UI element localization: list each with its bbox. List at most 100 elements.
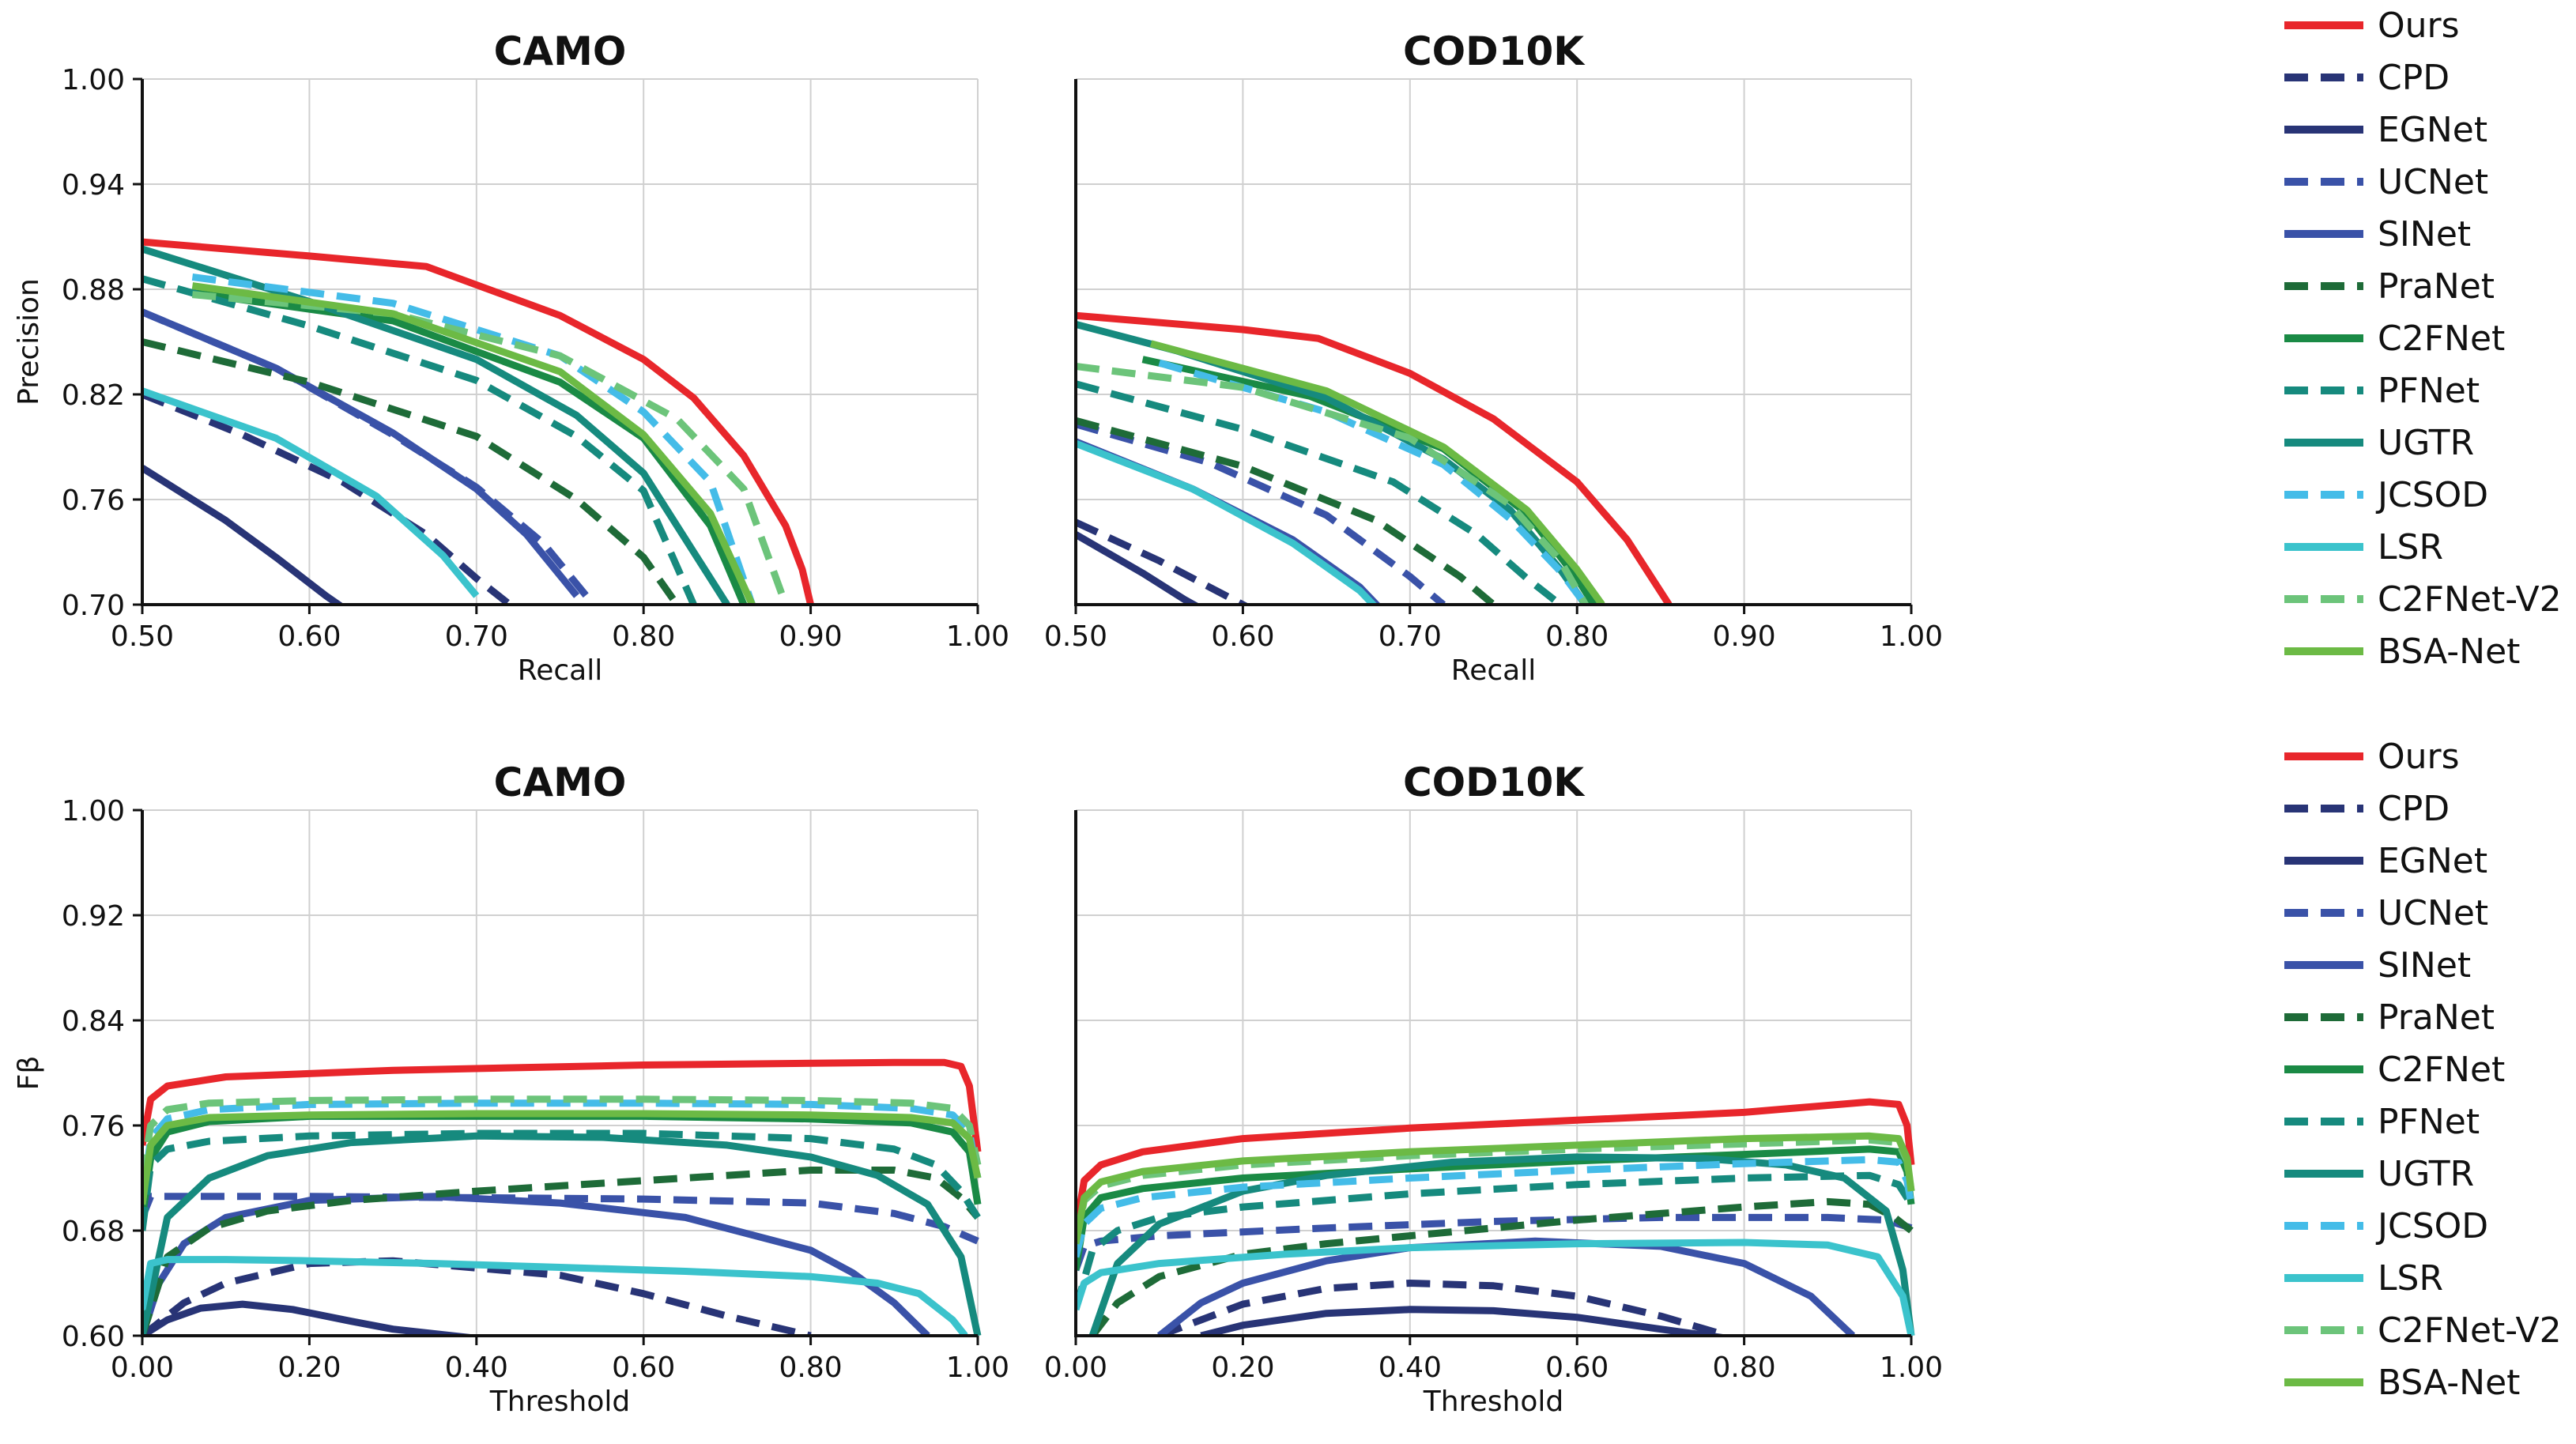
x-tick-label: 0.40 bbox=[1379, 1352, 1442, 1384]
legend-item-egnet: EGNet bbox=[2284, 841, 2487, 881]
legend-item-ugtr: UGTR bbox=[2284, 1154, 2474, 1194]
legend-label: UCNet bbox=[2378, 893, 2488, 933]
legend-label: C2FNet bbox=[2378, 319, 2505, 359]
x-tick-label: 0.80 bbox=[1713, 1352, 1776, 1384]
series-line-ours bbox=[1076, 311, 1673, 605]
series-line-ugtr bbox=[142, 245, 730, 605]
series-line-ucnet bbox=[1076, 420, 1446, 605]
x-tick-label: 0.40 bbox=[445, 1352, 508, 1384]
series-line-jcsod bbox=[142, 1099, 982, 1205]
series-line-c2fnet bbox=[1141, 356, 1597, 605]
legend-item-ucnet: UCNet bbox=[2284, 893, 2488, 933]
legend-item-cpd: CPD bbox=[2284, 789, 2450, 829]
series-line-ucnet bbox=[142, 308, 597, 605]
x-tick-label: 0.70 bbox=[445, 620, 508, 653]
x-tick-label: 0.20 bbox=[1211, 1352, 1274, 1384]
chart-panel-4: 0.00 0.20 0.40 0.60 0.80 1.00 COD10K Threshold bbox=[1044, 760, 1943, 1418]
legend-item-bsa-net: BSA-Net bbox=[2284, 632, 2520, 672]
legend-label: CPD bbox=[2378, 58, 2450, 98]
series-line-pfnet bbox=[142, 275, 697, 605]
y-tick-label: 0.60 bbox=[62, 1321, 125, 1353]
legend-item-c2fnet-v2: C2FNet-V2 bbox=[2284, 579, 2562, 620]
legend-label: LSR bbox=[2378, 527, 2443, 567]
series-line-lsr bbox=[142, 387, 480, 598]
series-line-egnet bbox=[1200, 1306, 1729, 1336]
series-line-bsa-net bbox=[1076, 1132, 1915, 1245]
series-line-bsa-net bbox=[191, 282, 756, 605]
chart-title: CAMO bbox=[494, 28, 627, 74]
series-group bbox=[1076, 311, 1673, 605]
series-group bbox=[1076, 1098, 1915, 1336]
legend-label: C2FNet-V2 bbox=[2378, 1310, 2562, 1351]
y-tick-label: 0.76 bbox=[62, 1110, 125, 1143]
chart-panel-3: 0.00 0.20 0.40 0.60 0.80 1.00 0.60 0.68 0.76 0.84… bbox=[13, 760, 1009, 1418]
y-tick-label: 0.84 bbox=[62, 1005, 125, 1038]
legend-item-pfnet: PFNet bbox=[2284, 1102, 2480, 1142]
series-line-cpd bbox=[1076, 518, 1251, 605]
series-line-egnet bbox=[142, 465, 345, 605]
y-tick-label: 0.70 bbox=[62, 590, 125, 622]
series-line-pfnet bbox=[1076, 380, 1563, 605]
legend-label: C2FNet bbox=[2378, 1050, 2505, 1090]
legend-item-pranet: PraNet bbox=[2284, 266, 2495, 307]
x-tick-label: 1.00 bbox=[946, 1352, 1009, 1384]
legend-label: JCSOD bbox=[2375, 475, 2488, 515]
series-line-sinet bbox=[142, 308, 580, 598]
x-tick-label: 0.20 bbox=[277, 1352, 341, 1384]
x-tick-label: 1.00 bbox=[1880, 1352, 1943, 1384]
legend-label: LSR bbox=[2378, 1258, 2443, 1299]
series-line-jcsod bbox=[1158, 359, 1589, 605]
legend-label: C2FNet-V2 bbox=[2378, 579, 2562, 620]
legend-label: PraNet bbox=[2378, 997, 2495, 1038]
y-tick-label: 0.76 bbox=[62, 484, 125, 517]
legend-item-lsr: LSR bbox=[2284, 1258, 2443, 1299]
x-tick-label: 0.60 bbox=[277, 620, 341, 653]
x-tick-label: 0.90 bbox=[779, 620, 843, 653]
series-line-ours bbox=[142, 1058, 982, 1152]
series-line-ugtr bbox=[1088, 1153, 1915, 1336]
x-tick-label: 0.60 bbox=[1211, 620, 1274, 653]
chart-title: COD10K bbox=[1403, 760, 1586, 805]
series-line-pranet bbox=[142, 338, 681, 605]
y-tick-label: 1.00 bbox=[62, 795, 125, 828]
series-line-lsr bbox=[142, 1256, 968, 1336]
legend-item-sinet: SINet bbox=[2284, 945, 2471, 986]
series-line-pfnet bbox=[1076, 1171, 1914, 1311]
x-axis-label: Threshold bbox=[1423, 1386, 1563, 1418]
y-tick-label: 0.92 bbox=[62, 900, 125, 933]
legend-item-pfnet: PFNet bbox=[2284, 371, 2480, 411]
legend-item-bsa-net: BSA-Net bbox=[2284, 1363, 2520, 1403]
y-tick-label: 0.94 bbox=[62, 169, 125, 202]
legend-item-pranet: PraNet bbox=[2284, 997, 2495, 1038]
x-tick-label: 0.50 bbox=[111, 620, 174, 653]
legend-label: UCNet bbox=[2378, 162, 2488, 202]
series-line-ugtr bbox=[142, 1132, 982, 1336]
x-tick-label: 0.00 bbox=[1044, 1352, 1107, 1384]
legend-label: JCSOD bbox=[2375, 1206, 2488, 1246]
x-axis-label: Threshold bbox=[489, 1386, 630, 1418]
x-tick-label: 1.00 bbox=[1880, 620, 1943, 653]
series-line-c2fnet bbox=[1076, 1145, 1915, 1271]
series-line-lsr bbox=[1076, 1239, 1915, 1336]
x-tick-label: 0.00 bbox=[111, 1352, 174, 1384]
x-tick-label: 0.60 bbox=[612, 1352, 675, 1384]
legend-label: UGTR bbox=[2378, 1154, 2474, 1194]
series-line-cpd bbox=[1158, 1280, 1729, 1336]
series-line-egnet bbox=[1076, 531, 1201, 605]
legend-item-ours: Ours bbox=[2284, 6, 2460, 46]
legend-item-jcsod: JCSOD bbox=[2284, 475, 2488, 515]
series-line-ours bbox=[142, 238, 814, 605]
series-line-lsr bbox=[1076, 439, 1379, 605]
series-line-sinet bbox=[142, 1193, 930, 1336]
legend-item-c2fnet: C2FNet bbox=[2284, 319, 2505, 359]
series-line-ucnet bbox=[142, 1193, 979, 1245]
chart-panels: 0.50 0.60 0.70 0.80 0.90 1.00 0.70 0.76 0.82 0.88… bbox=[13, 28, 1943, 1418]
series-group bbox=[142, 1058, 982, 1336]
series-line-sinet bbox=[1076, 438, 1382, 605]
legend-label: Ours bbox=[2378, 737, 2460, 777]
x-tick-label: 0.70 bbox=[1379, 620, 1442, 653]
y-tick-label: 0.68 bbox=[62, 1216, 125, 1248]
series-line-bsa-net bbox=[1149, 340, 1605, 605]
y-axis-label: Fβ bbox=[13, 1056, 45, 1091]
y-tick-label: 1.00 bbox=[62, 64, 125, 96]
